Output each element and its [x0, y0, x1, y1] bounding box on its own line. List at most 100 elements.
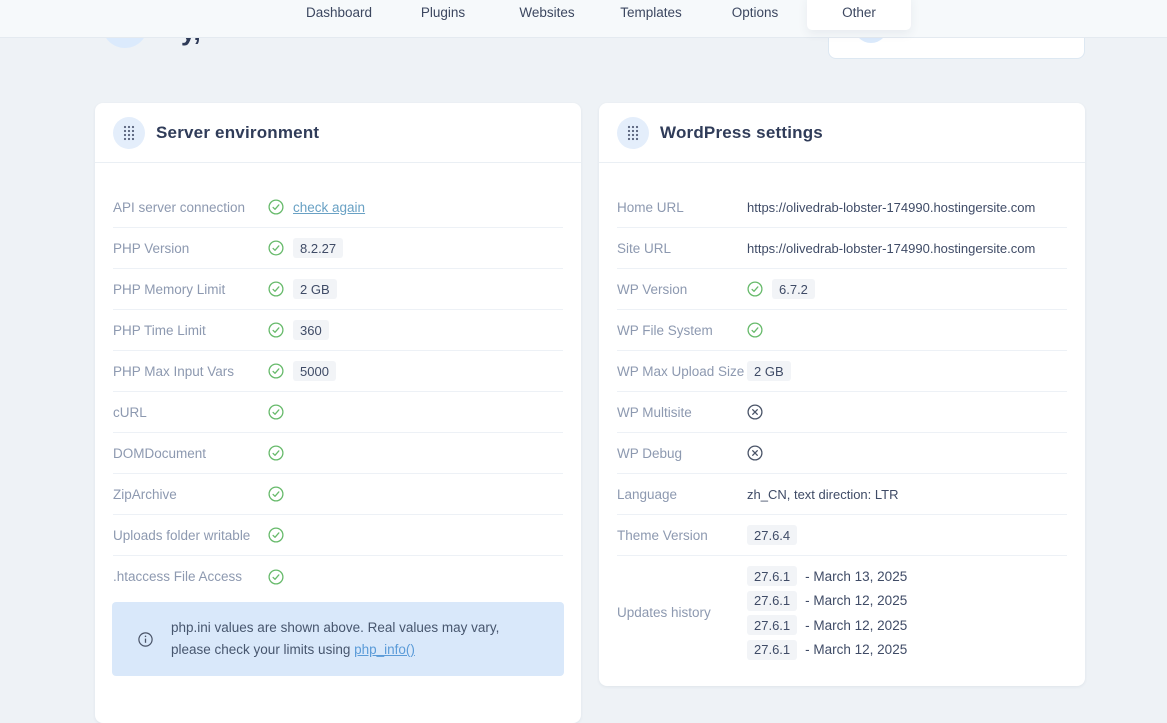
check-circle-icon — [268, 527, 284, 543]
row-label: WP Version — [617, 281, 688, 297]
history-date: - March 12, 2025 — [805, 593, 908, 608]
nav-tab-websites[interactable]: Websites — [519, 4, 575, 20]
check-circle-icon — [747, 322, 763, 338]
table-row: PHP Time Limit 360 — [113, 310, 563, 351]
row-label: DOMDocument — [113, 445, 207, 461]
row-value — [268, 486, 284, 502]
php-info-link[interactable]: php_info() — [354, 642, 415, 657]
table-row: Site URL https://olivedrab-lobster-174990… — [617, 228, 1067, 269]
table-row: WP File System — [617, 310, 1067, 351]
history-entry: 27.6.1 - March 12, 2025 — [747, 590, 908, 611]
row-label: Uploads folder writable — [113, 527, 251, 543]
history-entry: 27.6.1 - March 13, 2025 — [747, 566, 907, 586]
table-row: Theme Version 27.6.4 — [617, 515, 1067, 556]
value-text: https://olivedrab-lobster-174990.hosting… — [747, 240, 1036, 256]
row-value: 27.6.1 - March 13, 2025 27.6.1 - March 12, … — [747, 566, 907, 660]
check-circle-icon — [268, 445, 284, 461]
table-row: .htaccess File Access — [113, 556, 563, 597]
version-chip: 27.6.1 — [747, 615, 798, 635]
table-row: Home URL https://olivedrab-lobster-174990… — [617, 187, 1067, 228]
row-value: zh_CN, text direction: LTR — [747, 487, 898, 502]
value-chip: 8.2.27 — [293, 238, 344, 258]
check-circle-icon — [268, 486, 284, 502]
value-chip: 360 — [293, 320, 329, 340]
check-circle-icon — [268, 199, 284, 215]
row-value: 2 GB — [747, 361, 791, 381]
cross-circle-icon — [747, 445, 763, 461]
value-text: zh_CN, text direction: LTR — [747, 486, 899, 502]
cross-circle-icon — [747, 404, 763, 420]
row-value: 2 GB — [268, 279, 337, 299]
nav-tab-dashboard[interactable]: Dashboard — [305, 4, 373, 20]
version-chip: 27.6.1 — [747, 639, 798, 660]
table-row: ZipArchive — [113, 474, 563, 515]
row-label: WP File System — [617, 322, 713, 338]
nav-tab-options[interactable]: Options — [731, 4, 779, 20]
row-value — [747, 322, 763, 338]
check-circle-icon — [268, 404, 284, 420]
row-value: 6.7.2 — [747, 279, 815, 299]
table-row: PHP Memory Limit 2 GB — [113, 269, 563, 310]
table-row: DOMDocument — [113, 433, 563, 474]
table-row: WP Multisite — [617, 392, 1067, 433]
history-entry: 27.6.1 - March 12, 2025 — [747, 639, 908, 660]
card-title: WordPress settings — [660, 122, 823, 142]
notice-text: php.ini values are shown above. Real val… — [171, 617, 499, 661]
check-again-link[interactable]: check again — [293, 199, 366, 215]
table-row: PHP Max Input Vars 5000 — [113, 351, 563, 392]
row-value — [747, 445, 763, 461]
check-circle-icon — [747, 281, 763, 297]
history-date: - March 12, 2025 — [805, 642, 908, 657]
table-row: Uploads folder writable — [113, 515, 563, 556]
value-chip: 27.6.4 — [747, 525, 798, 545]
history-date: - March 13, 2025 — [805, 568, 908, 584]
dot-grid-icon — [113, 116, 145, 149]
row-value: https://olivedrab-lobster-174990.hosting… — [747, 241, 1035, 256]
value-chip: 5000 — [293, 361, 336, 381]
table-row: WP Debug — [617, 433, 1067, 474]
row-label: Site URL — [617, 240, 672, 256]
table-row: API server connection check again — [113, 187, 563, 228]
card-title: Server environment — [156, 122, 320, 142]
row-value — [268, 445, 284, 461]
nav-tabs: Dashboard Plugins Websites Templates Options… — [287, 0, 911, 30]
version-chip: 27.6.1 — [747, 590, 798, 611]
value-text: https://olivedrab-lobster-174990.hosting… — [747, 199, 1036, 215]
notice-line2: please check your limits using — [171, 642, 355, 657]
row-label: ZipArchive — [113, 486, 177, 502]
history-entry: 27.6.1 - March 12, 2025 — [747, 615, 907, 635]
php-ini-notice: php.ini values are shown above. Real val… — [112, 602, 564, 676]
row-label: Home URL — [617, 199, 684, 215]
value-chip: 2 GB — [747, 361, 791, 381]
table-row: PHP Version 8.2.27 — [113, 228, 563, 269]
nav-tab-templates[interactable]: Templates — [620, 4, 682, 20]
nav-tab-other[interactable]: Other — [807, 0, 911, 30]
history-date: - March 12, 2025 — [805, 617, 908, 633]
row-value — [268, 527, 284, 543]
top-navigation-bar: Dashboard Plugins Websites Templates Options… — [0, 0, 1167, 38]
row-label: WP Debug — [617, 445, 683, 461]
wordpress-settings-card: WordPress settings Home URL https://olive… — [599, 103, 1085, 686]
row-label: .htaccess File Access — [113, 569, 243, 584]
row-value: 360 — [268, 320, 329, 340]
row-value: 5000 — [268, 361, 336, 381]
row-value: https://olivedrab-lobster-174990.hosting… — [747, 200, 1035, 215]
table-row: WP Max Upload Size 2 GB — [617, 351, 1067, 392]
row-value: 27.6.4 — [747, 525, 798, 545]
row-value: 8.2.27 — [268, 238, 344, 258]
row-label: cURL — [113, 404, 147, 420]
row-label: PHP Memory Limit — [113, 281, 226, 297]
updates-history-list: 27.6.1 - March 13, 2025 27.6.1 - March 12, … — [747, 566, 907, 660]
value-chip: 6.7.2 — [772, 279, 815, 299]
row-label: Theme Version — [617, 527, 708, 543]
row-label: WP Multisite — [617, 404, 692, 420]
dot-grid-icon — [617, 116, 649, 149]
check-circle-icon — [268, 568, 284, 585]
server-environment-card: Server environment API server connection… — [95, 103, 581, 723]
nav-tab-plugins[interactable]: Plugins — [420, 4, 466, 20]
version-chip: 27.6.1 — [747, 566, 798, 586]
info-icon — [138, 631, 153, 647]
check-circle-icon — [268, 281, 284, 297]
row-value — [268, 404, 284, 420]
row-label: Updates history — [617, 605, 711, 621]
